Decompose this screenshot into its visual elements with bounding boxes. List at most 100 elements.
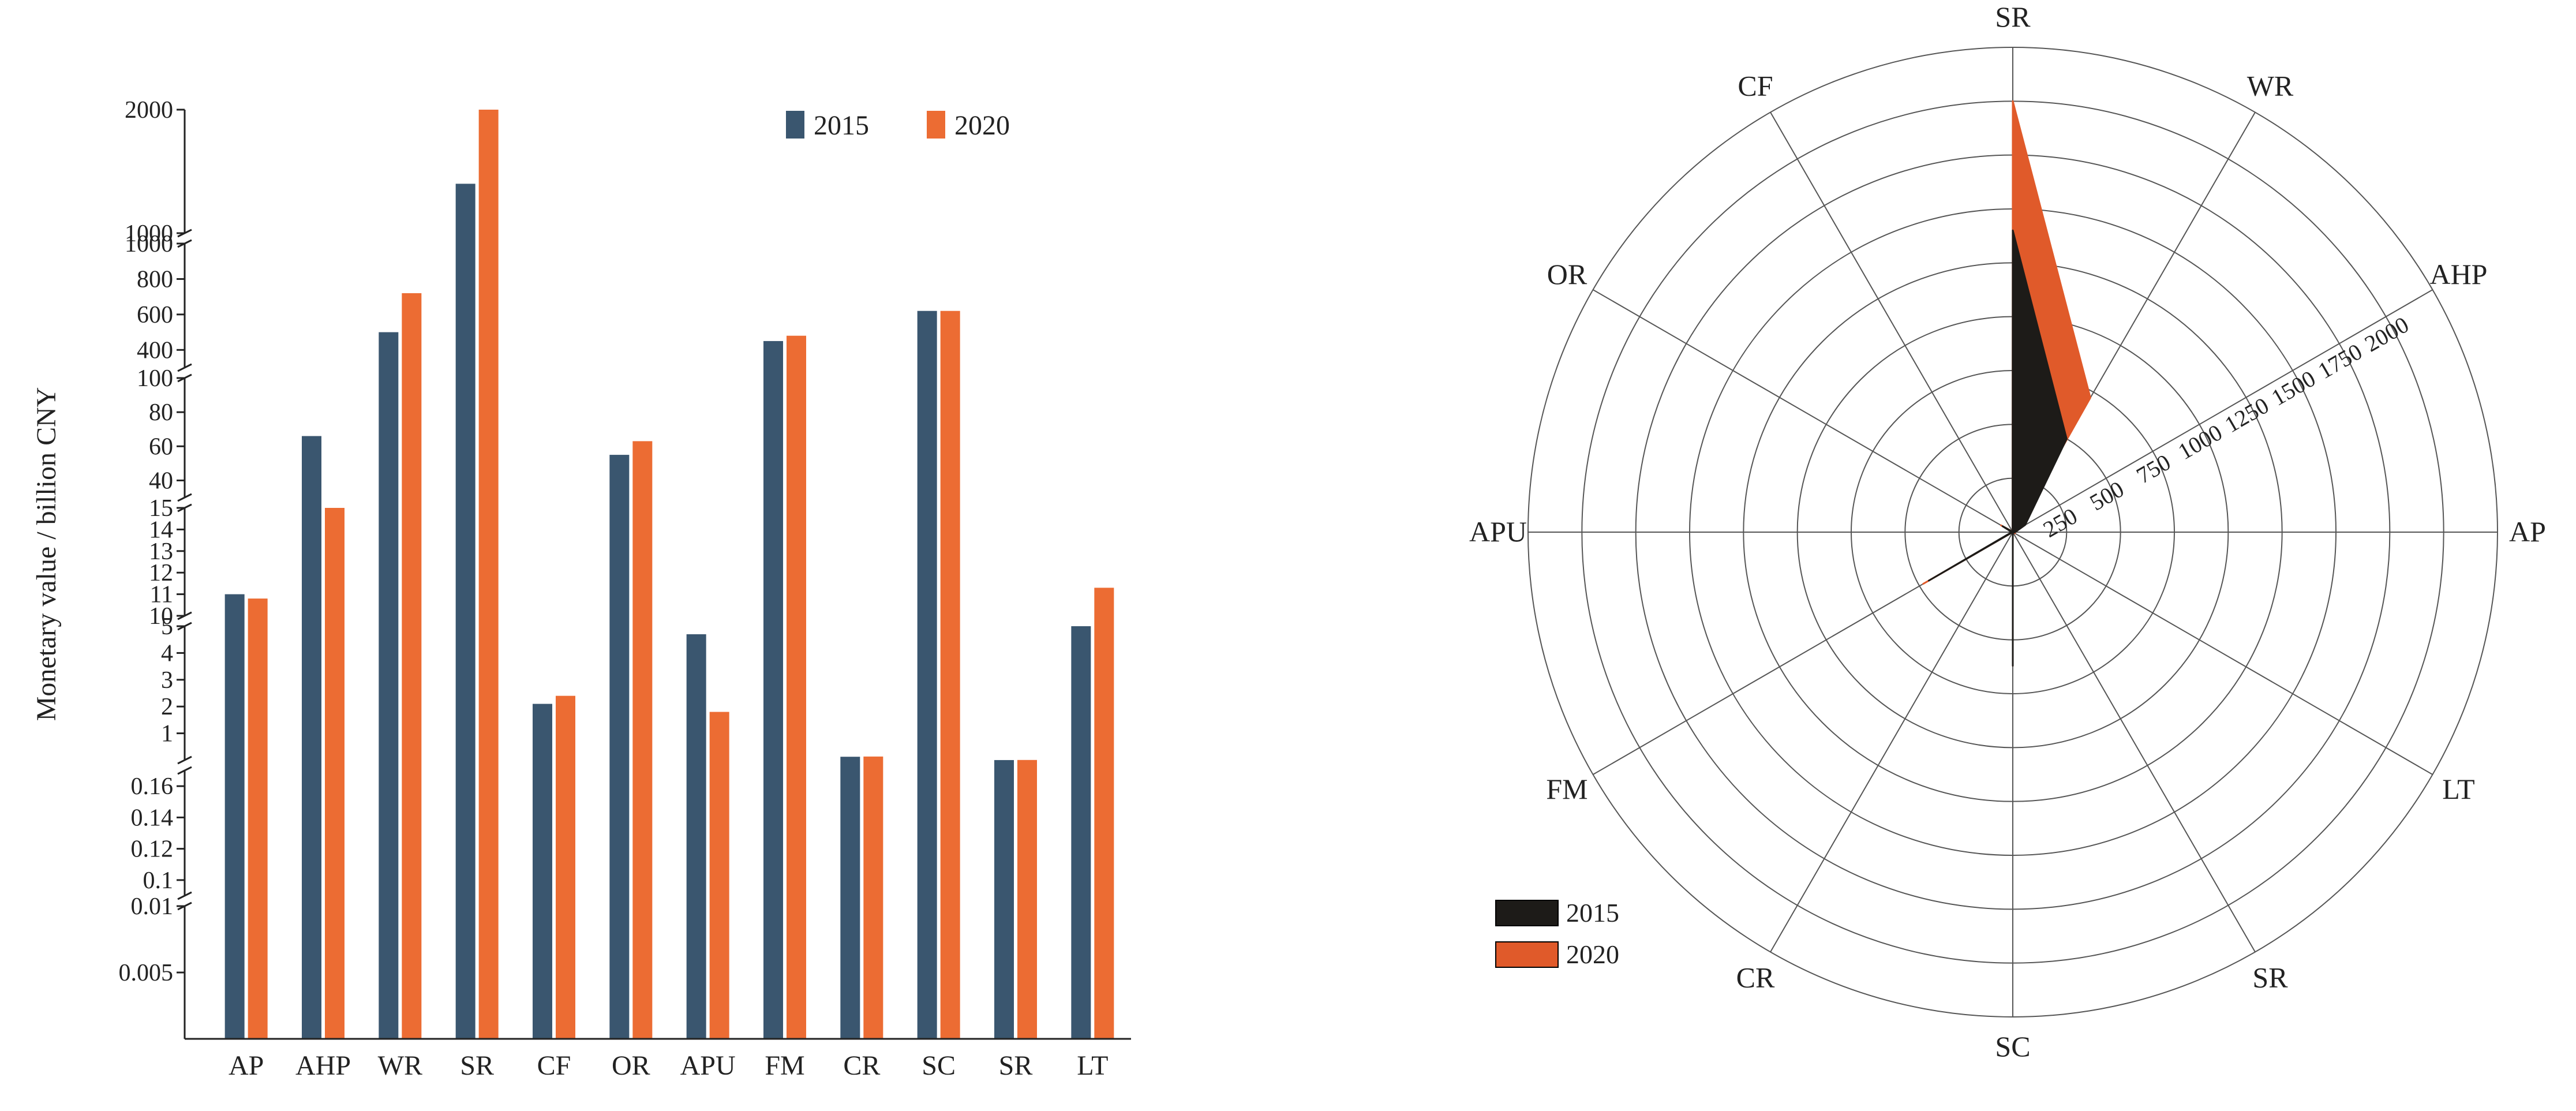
x-tick-label: APU — [680, 1050, 736, 1081]
y-tick-label: 12 — [149, 560, 173, 586]
legend-swatch-2020 — [1495, 941, 1559, 968]
y-tick-label: 2000 — [125, 97, 173, 124]
radar-axis-label: LT — [2442, 773, 2475, 805]
y-tick-label: 15 — [149, 495, 173, 522]
bar-2020-ap — [248, 598, 268, 1039]
radar-series — [1922, 100, 2091, 667]
bar-2015-ahp — [302, 436, 321, 1039]
radar-axis-label: WR — [2247, 70, 2294, 102]
radar-axis-label: FM — [1546, 773, 1587, 805]
y-tick-label: 0.01 — [131, 893, 174, 920]
radar-spoke — [1593, 289, 2013, 533]
x-tick-label: LT — [1077, 1050, 1108, 1081]
radar-spoke — [2012, 532, 2433, 775]
legend-label-2015: 2015 — [1566, 898, 1619, 927]
x-tick-label: AHP — [295, 1050, 351, 1081]
radar-axis-label: SR — [2252, 961, 2288, 993]
radar-axis-label: AHP — [2429, 258, 2487, 290]
bar-2015-wr — [379, 332, 399, 1039]
bar-legend: 2015 2020 — [786, 110, 1010, 141]
y-tick-label: 40 — [149, 467, 173, 494]
bar-2015-sc — [917, 311, 937, 1039]
radar-area-2015 — [1928, 229, 2068, 667]
y-axis: 0.0050.010.10.120.140.161234510111213141… — [119, 97, 1131, 1040]
radar-radial-tick-label: 250 — [2039, 503, 2081, 543]
y-tick-label: 14 — [149, 517, 173, 543]
x-tick-label: CF — [537, 1050, 571, 1081]
radar-spoke — [1770, 112, 2013, 533]
y-axis-label: Monetary value / billion CNY — [31, 387, 62, 721]
radar-axis-label: APU — [1469, 515, 1527, 548]
y-tick-label: 100 — [137, 365, 173, 392]
radar-axis-label: SC — [1995, 1030, 2030, 1063]
bar-2020-or — [632, 441, 653, 1039]
axis-break-mark — [177, 766, 192, 775]
bar-2015-or — [609, 455, 630, 1039]
bar-2015-sr — [455, 184, 475, 1039]
y-tick-label: 400 — [137, 337, 173, 364]
y-tick-label: 1000 — [125, 231, 173, 257]
bar-2020-sc — [940, 311, 960, 1039]
bar-2015-cf — [533, 704, 552, 1039]
y-tick-label: 0.14 — [131, 805, 174, 831]
x-tick-labels: AP AHP WR SR CF OR APU FM CR SC SR LT — [229, 1050, 1108, 1081]
bar-2020-cf — [556, 695, 575, 1039]
x-tick-label: AP — [229, 1050, 264, 1081]
radar-radial-tick-label: 500 — [2085, 476, 2128, 516]
bar-2020-apu — [709, 712, 729, 1039]
y-tick-label: 800 — [137, 266, 173, 293]
bars — [224, 110, 1114, 1039]
radar-axis-label: SR — [1995, 1, 2031, 33]
radar-spoke — [2012, 532, 2256, 952]
legend-label-2015: 2015 — [814, 110, 869, 141]
y-tick-label: 11 — [150, 582, 173, 608]
bar-2020-sr — [478, 110, 499, 1039]
bar-2020-cr — [863, 756, 883, 1039]
y-tick-label: 600 — [137, 302, 173, 328]
bar-2015-lt — [1071, 626, 1091, 1039]
bar-2015-cr — [840, 757, 860, 1039]
y-tick-label: 1000 — [125, 220, 173, 247]
radar-spoke — [1770, 532, 2013, 952]
y-tick-label: 0.12 — [131, 836, 174, 863]
y-tick-label: 5 — [161, 614, 173, 640]
y-tick-label: 60 — [149, 433, 173, 460]
x-tick-label: CR — [843, 1050, 880, 1081]
y-tick-label: 13 — [149, 538, 173, 565]
radar-axis-label: AP — [2509, 515, 2546, 548]
y-tick-label: 80 — [149, 399, 173, 426]
x-tick-label: SR — [460, 1050, 494, 1081]
y-tick-label: 2 — [161, 694, 173, 720]
x-tick-label: FM — [765, 1050, 804, 1081]
radar-axis-label: CR — [1736, 961, 1775, 993]
legend-swatch-2015 — [786, 111, 804, 139]
bar-2015-apu — [686, 634, 706, 1039]
y-tick-label: 0.16 — [131, 773, 174, 800]
x-tick-label: OR — [612, 1050, 650, 1081]
radar-spoke — [2012, 289, 2433, 533]
x-tick-label: WR — [378, 1050, 422, 1081]
bar-2020-lt — [1094, 588, 1114, 1039]
y-tick-label: 1 — [161, 721, 173, 747]
x-tick-label: SR — [999, 1050, 1033, 1081]
legend-swatch-2015 — [1495, 900, 1559, 926]
bar-2020-wr — [402, 293, 422, 1039]
radar-axis-label: OR — [1547, 258, 1587, 290]
bar-2020-fm — [787, 335, 806, 1039]
legend-swatch-2020 — [927, 111, 945, 139]
legend-label-2020: 2020 — [1566, 940, 1619, 969]
y-tick-label: 0.005 — [119, 960, 174, 986]
bar-2020-sr — [1017, 760, 1037, 1039]
y-tick-label: 4 — [161, 640, 173, 667]
y-tick-label: 10 — [149, 603, 173, 630]
y-tick-label: 0.1 — [143, 867, 174, 894]
radar-axis-label: CF — [1738, 70, 1773, 102]
bar-2020-ahp — [325, 508, 345, 1039]
radar-radial-tick-label: 750 — [2132, 449, 2175, 489]
radar-axis-labels: SR WR AHP AP LT SR SC CR FM APU OR CF — [1469, 1, 2546, 1063]
bar-2015-fm — [763, 341, 783, 1039]
x-tick-label: SC — [922, 1050, 956, 1081]
